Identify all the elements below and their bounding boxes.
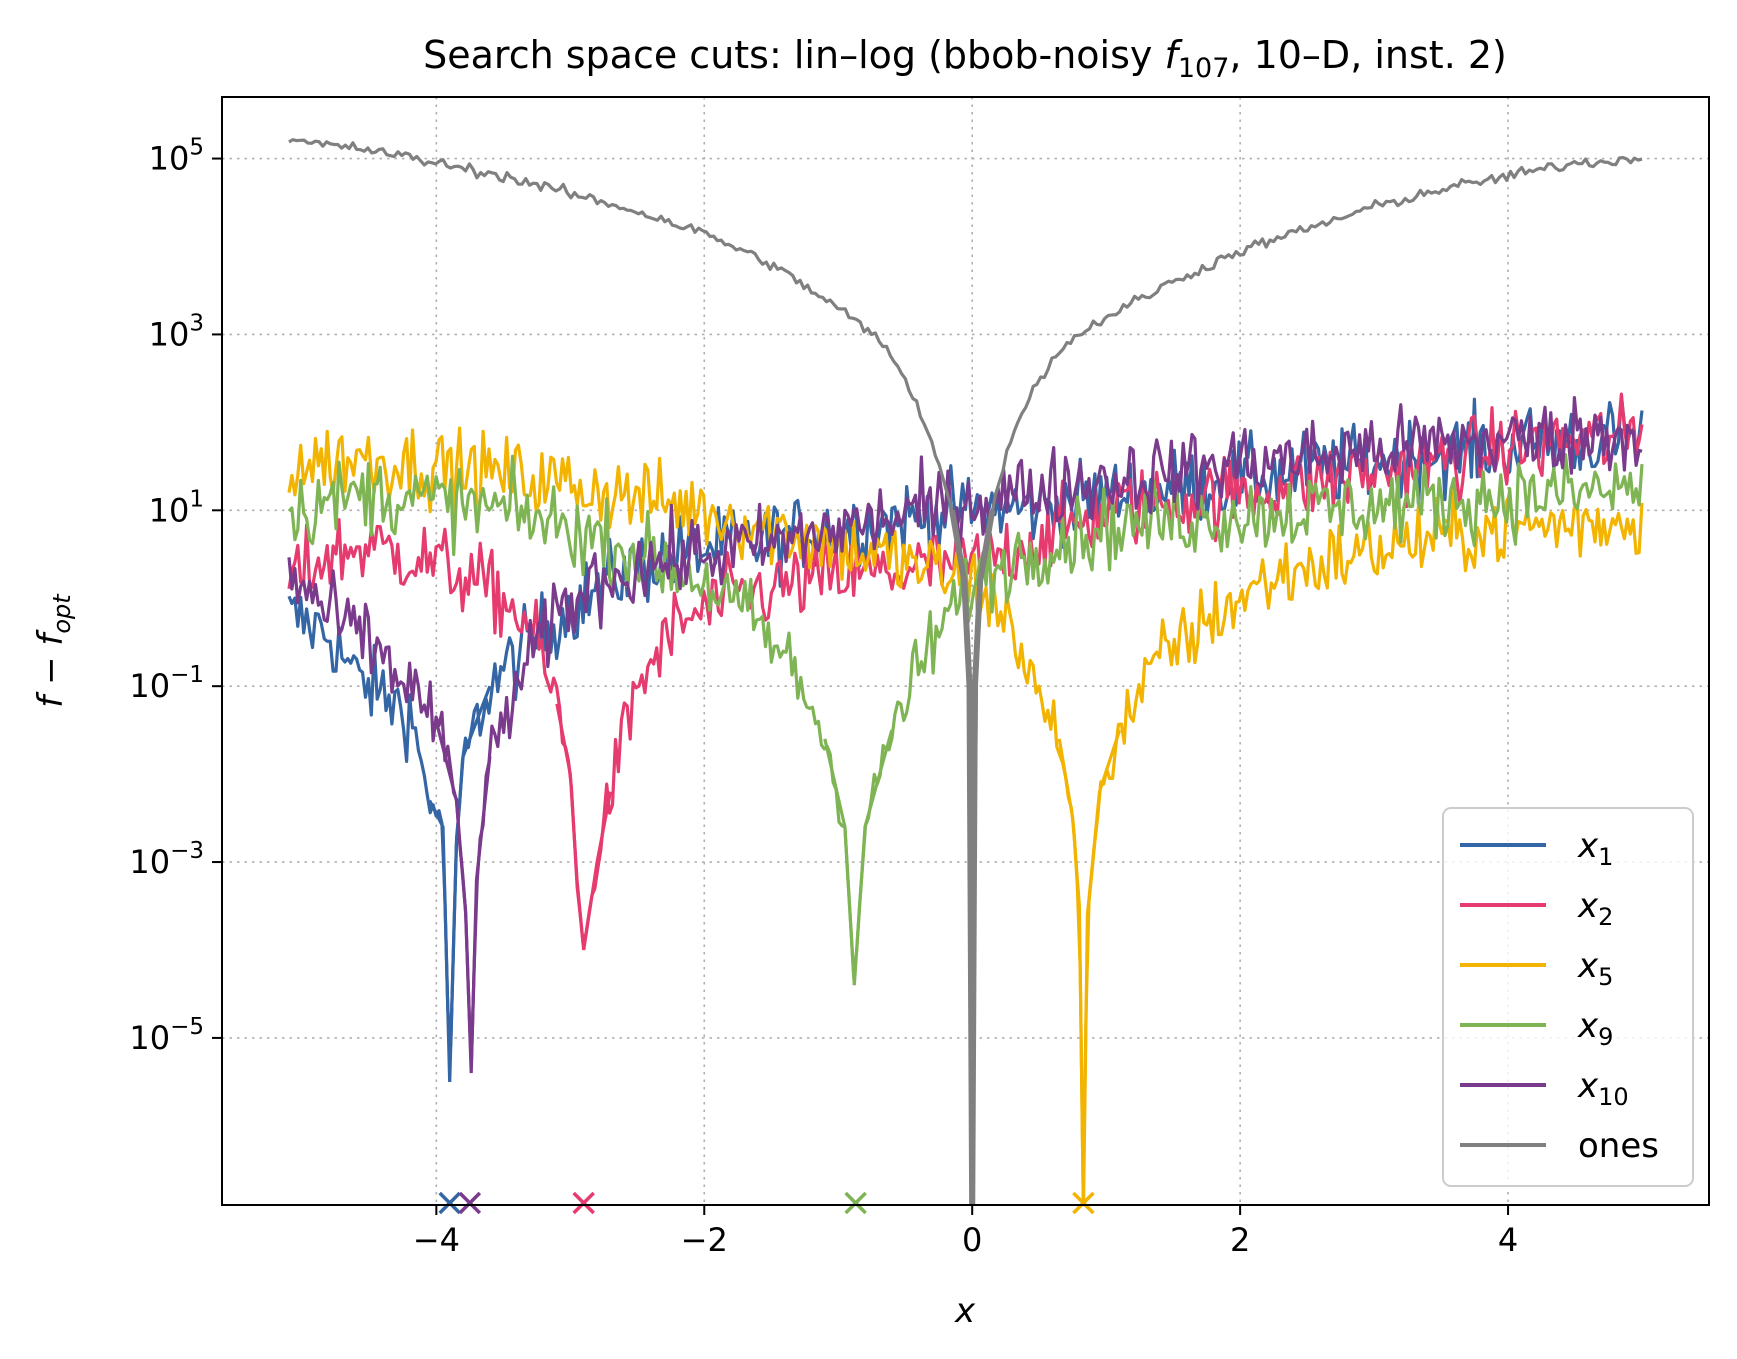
series-dip-x9 — [823, 729, 894, 986]
x-tick-label: 0 — [962, 1221, 982, 1259]
series-dip-x10 — [434, 720, 492, 1074]
x-tick-label: 2 — [1230, 1221, 1250, 1259]
x-axis-ticks: −4 −2 0 2 4 — [413, 1205, 1518, 1259]
series-line-x9 — [287, 453, 1644, 979]
optimum-marker-x2 — [572, 1191, 595, 1215]
plot-frame — [221, 96, 1710, 1206]
y-tick-label: 10−3 — [129, 838, 204, 881]
y-tick-label: 105 — [149, 135, 204, 178]
x-tick-label: −4 — [413, 1221, 460, 1259]
chart-title: Search space cuts: lin–log (bbob-noisy f… — [423, 33, 1507, 84]
y-tick-label: 10−5 — [129, 1014, 204, 1057]
x-tick-label: −2 — [681, 1221, 728, 1259]
optimum-markers — [438, 1191, 1095, 1215]
legend-label: x5 — [1577, 946, 1613, 991]
optimum-marker-x1 — [438, 1191, 461, 1215]
y-tick-label: 103 — [149, 310, 204, 353]
series-dip-ones — [949, 509, 996, 1205]
series-line-x10 — [287, 396, 1643, 1069]
optimum-marker-x9 — [844, 1191, 867, 1215]
series-dip-x1 — [428, 685, 492, 1082]
legend: x1 x2 x5 x9 x10 ones — [1442, 807, 1694, 1187]
optimum-marker-x10 — [458, 1191, 482, 1215]
x-tick-label: 4 — [1498, 1221, 1518, 1259]
y-tick-label: 10−1 — [129, 662, 204, 705]
legend-label: x9 — [1577, 1006, 1613, 1051]
series-dip-x2 — [555, 703, 613, 951]
series-line-x5 — [287, 426, 1644, 1198]
y-axis-ticks: 105 103 101 10−1 10−3 10−5 — [129, 135, 222, 1057]
x-axis-label: x — [954, 1291, 976, 1331]
legend-label: x1 — [1577, 826, 1613, 871]
y-axis-label: f − fopt — [31, 593, 76, 708]
series-layer — [287, 138, 1644, 1205]
legend-label: x10 — [1577, 1066, 1629, 1111]
y-tick-label: 101 — [149, 486, 204, 529]
legend-box — [1442, 807, 1694, 1187]
series-dip-x5 — [1057, 729, 1122, 1205]
legend-label: x2 — [1577, 886, 1613, 931]
legend-label: ones — [1578, 1126, 1659, 1166]
optimum-marker-x5 — [1072, 1191, 1095, 1215]
